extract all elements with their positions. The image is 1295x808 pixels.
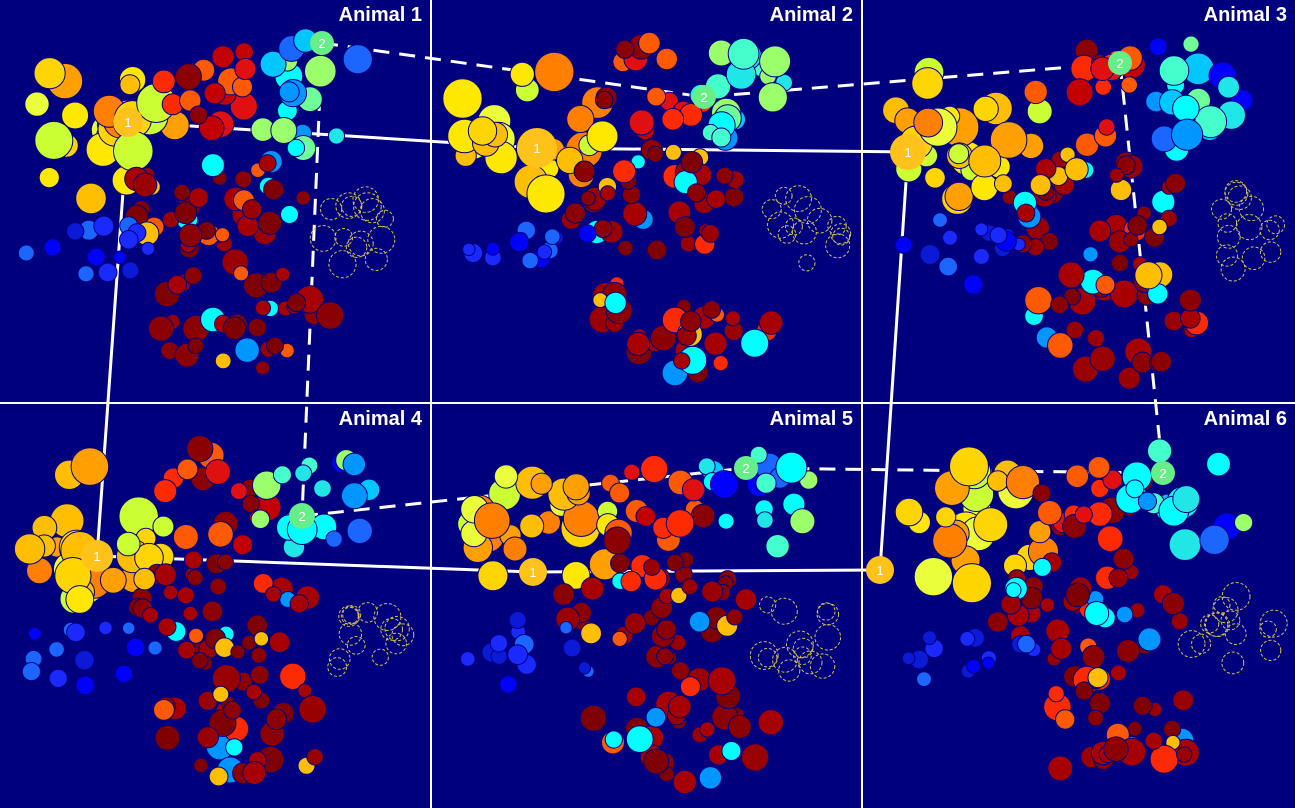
animal-5-panel: Animal 5 xyxy=(432,404,861,808)
animal-4-panel: Animal 4 xyxy=(0,404,430,808)
animal-4-title: Animal 4 xyxy=(338,408,422,430)
animal-1-panel: Animal 1 xyxy=(0,0,430,402)
animal-6-title: Animal 6 xyxy=(1203,408,1287,430)
animal-2-panel: Animal 2 xyxy=(432,0,861,402)
animal-3-panel: Animal 3 xyxy=(863,0,1295,402)
animal-6-panel: Animal 6 xyxy=(863,404,1295,808)
animal-1-title: Animal 1 xyxy=(338,4,422,26)
animal-5-title: Animal 5 xyxy=(769,408,853,430)
animal-2-title: Animal 2 xyxy=(769,4,853,26)
animal-3-title: Animal 3 xyxy=(1203,4,1287,26)
